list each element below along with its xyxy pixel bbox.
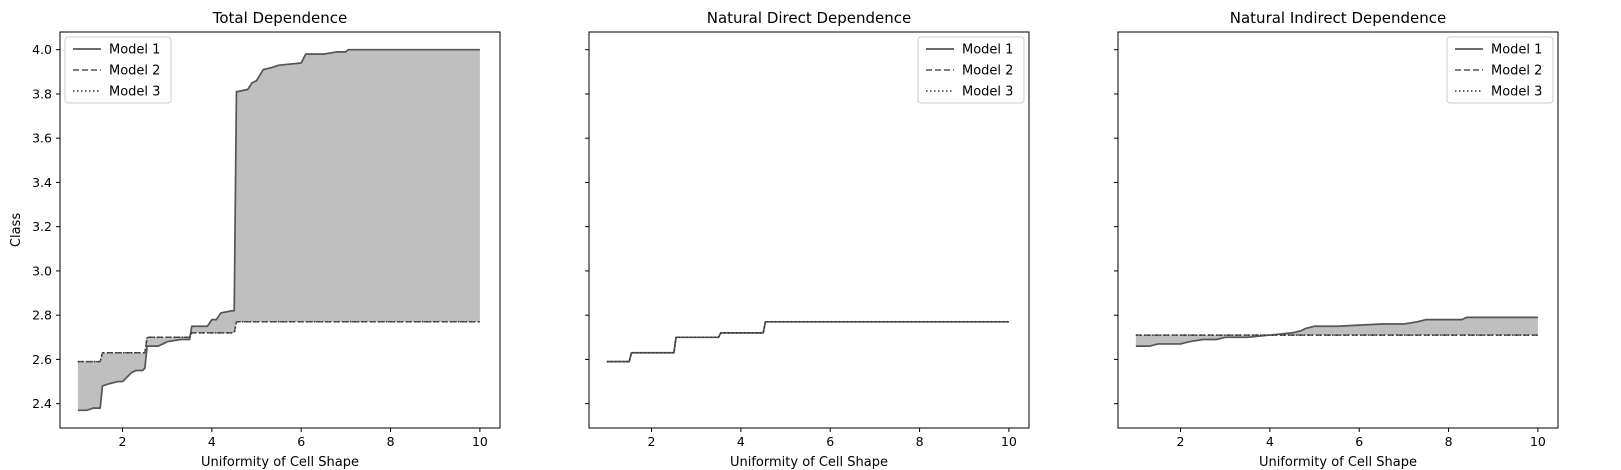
legend-label: Model 2 — [962, 64, 1013, 79]
chart-title: Natural Direct Dependence — [707, 9, 912, 27]
series-line-model-3 — [606, 321, 1009, 363]
shaded-band — [77, 49, 480, 411]
x-tick-label: 10 — [1001, 434, 1017, 449]
chart-title: Natural Indirect Dependence — [1230, 9, 1446, 27]
x-axis-label: Uniformity of Cell Shape — [201, 455, 359, 470]
legend-label: Model 1 — [1491, 43, 1542, 58]
x-tick-label: 8 — [1445, 434, 1453, 449]
y-tick-label: 3.8 — [32, 86, 52, 101]
x-axis-label: Uniformity of Cell Shape — [1259, 455, 1417, 470]
x-tick-label: 6 — [826, 434, 834, 449]
legend-label: Model 1 — [109, 43, 160, 58]
chart-panel-2: 2 4 6 8 10 Natural Direct Dependence Uniformit… — [585, 9, 1030, 470]
y-tick-label: 2.8 — [32, 308, 52, 323]
series-line-model-1 — [606, 320, 1009, 363]
x-tick-label: 8 — [387, 434, 395, 449]
series-line-model-2 — [77, 321, 480, 363]
legend-box — [1446, 36, 1554, 104]
series-line-model-2 — [606, 321, 1009, 363]
y-tick-label: 3.6 — [32, 131, 52, 146]
axes-frame — [59, 31, 501, 429]
shaded-band — [1135, 317, 1538, 347]
y-tick-label: 3.2 — [32, 219, 52, 234]
x-tick-label: 4 — [737, 434, 745, 449]
legend: Model 1 Model 2 Model 3 — [64, 36, 172, 104]
y-tick-label: 2.6 — [32, 352, 52, 367]
legend-label: Model 1 — [962, 43, 1013, 58]
legend-label: Model 2 — [1491, 64, 1542, 79]
y-tick-label: 2.4 — [32, 396, 52, 411]
shaded-band — [606, 321, 1009, 362]
chart-panel-1: 2 4 6 8 10 2.4 2.6 2.8 3.0 3.2 3.4 3.6 3.8 4.0 Total D… — [9, 9, 501, 470]
x-tick-label: 4 — [208, 434, 216, 449]
axes-frame — [588, 31, 1030, 429]
legend-label: Model 3 — [1491, 85, 1542, 100]
y-tick-label: 3.4 — [32, 175, 52, 190]
series-line-model-1 — [1135, 316, 1538, 347]
axes-frame — [1117, 31, 1559, 429]
legend-label: Model 2 — [109, 64, 160, 79]
legend-label: Model 3 — [109, 85, 160, 100]
x-tick-label: 4 — [1266, 434, 1274, 449]
chart-title: Total Dependence — [212, 9, 348, 27]
x-tick-label: 2 — [648, 434, 656, 449]
x-tick-label: 6 — [297, 434, 305, 449]
y-tick-label: 4.0 — [32, 42, 52, 57]
series-line-model-1 — [77, 48, 480, 412]
legend-box — [917, 36, 1025, 104]
legend-label: Model 3 — [962, 85, 1013, 100]
x-tick-label: 8 — [916, 434, 924, 449]
legend-box — [64, 36, 172, 104]
x-tick-label: 10 — [1530, 434, 1546, 449]
chart-panel-3: 2 4 6 8 10 Natural Indirect Dependence Uniform… — [1114, 9, 1559, 470]
y-tick-label: 3.0 — [32, 263, 52, 278]
legend: Model 1 Model 2 Model 3 — [917, 36, 1025, 104]
x-tick-label: 2 — [1177, 434, 1185, 449]
x-tick-label: 10 — [472, 434, 488, 449]
legend: Model 1 Model 2 Model 3 — [1446, 36, 1554, 104]
x-axis-label: Uniformity of Cell Shape — [730, 455, 888, 470]
x-tick-label: 2 — [119, 434, 127, 449]
y-axis-label: Class — [9, 213, 24, 247]
x-tick-label: 6 — [1355, 434, 1363, 449]
